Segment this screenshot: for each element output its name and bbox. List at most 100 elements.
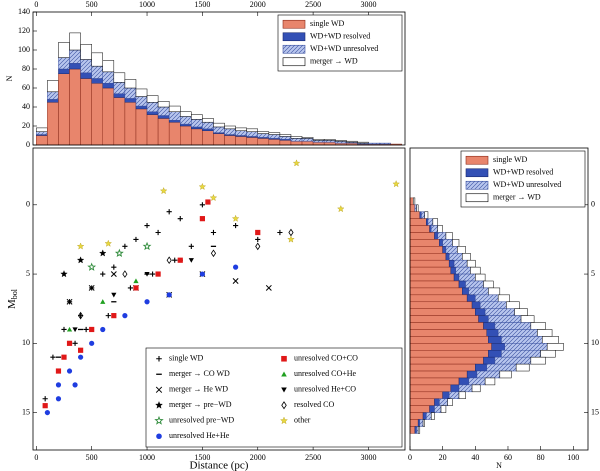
bar — [442, 391, 450, 399]
bar — [445, 253, 450, 261]
bar — [257, 133, 270, 138]
axes-frame — [32, 147, 406, 451]
bar — [335, 140, 347, 144]
point — [122, 313, 128, 319]
bar — [124, 87, 137, 99]
bar — [191, 128, 203, 146]
bar — [452, 239, 460, 247]
bar — [457, 246, 466, 254]
bar — [478, 315, 489, 323]
point — [72, 340, 78, 346]
bar — [135, 88, 148, 97]
legend-swatch — [282, 44, 306, 54]
x-tick-label: 60 — [504, 453, 512, 462]
point — [177, 257, 183, 263]
bar — [47, 91, 59, 100]
bar — [450, 384, 460, 393]
bar — [426, 412, 432, 420]
bar — [448, 391, 460, 399]
bar — [113, 72, 126, 83]
y-tick-label: 10 — [591, 338, 599, 347]
bar — [427, 218, 434, 226]
point — [127, 285, 134, 291]
bar — [290, 136, 303, 139]
y-tick-label: 40 — [22, 102, 30, 111]
point — [72, 382, 78, 388]
bar — [471, 301, 481, 309]
bar — [458, 377, 470, 386]
bar — [268, 139, 281, 146]
bar — [235, 130, 247, 136]
point — [172, 257, 178, 263]
bar — [483, 356, 496, 365]
y-axis-label: Mbol — [6, 288, 19, 309]
legend-label: WD+WD resolved — [310, 32, 370, 41]
legend-swatch — [465, 180, 489, 190]
point — [76, 256, 85, 264]
bar — [455, 266, 471, 275]
bar — [475, 363, 488, 372]
x-tick-label: 80 — [537, 453, 545, 462]
bar — [458, 384, 473, 393]
bar — [290, 140, 303, 146]
bar — [346, 140, 358, 143]
bar — [135, 96, 148, 107]
bar — [312, 139, 325, 141]
bar — [422, 412, 427, 420]
bar — [146, 95, 159, 103]
point — [166, 292, 172, 298]
point — [78, 354, 84, 360]
bar — [440, 405, 447, 413]
bar — [47, 99, 59, 103]
legend-marker — [281, 387, 287, 393]
bar — [409, 204, 416, 212]
bar — [246, 137, 259, 146]
bar — [409, 322, 484, 330]
bar — [448, 253, 463, 261]
bar — [409, 419, 419, 427]
bar — [437, 232, 447, 240]
point — [100, 326, 106, 333]
bar — [379, 142, 391, 145]
point — [159, 186, 168, 195]
bar — [202, 118, 214, 123]
bar — [486, 363, 517, 372]
bar — [530, 322, 546, 330]
bar — [450, 266, 456, 275]
y-tick-label: 10 — [22, 338, 30, 347]
bar — [488, 350, 502, 358]
bar — [257, 131, 270, 134]
bar — [453, 273, 460, 282]
bar — [445, 232, 453, 240]
legend-marker — [155, 401, 163, 409]
bar — [36, 127, 48, 132]
bar — [409, 350, 489, 358]
bar — [202, 121, 214, 130]
y-tick-label: 20 — [22, 121, 30, 130]
x-tick-label: 20 — [439, 453, 447, 462]
y-tick-label: 0 — [591, 200, 595, 209]
point — [76, 242, 85, 250]
bar — [368, 142, 380, 145]
bar — [537, 329, 553, 337]
bar — [47, 102, 59, 146]
x-tick-label: 2500 — [305, 453, 321, 462]
legend-label: resolved CO — [294, 400, 334, 409]
x-tick-label: 40 — [471, 453, 479, 462]
point — [232, 278, 239, 284]
point — [155, 271, 161, 277]
point — [88, 284, 95, 291]
legend-label: single WD — [169, 354, 204, 363]
bar — [409, 412, 424, 420]
point — [210, 249, 217, 258]
point — [255, 242, 261, 251]
bar — [546, 343, 564, 351]
bar — [409, 329, 488, 337]
legend-marker — [281, 355, 287, 362]
x-axis-label: N — [496, 461, 502, 470]
legend-label: unresolved CO+He — [294, 369, 357, 378]
bar — [146, 102, 159, 112]
bar — [36, 131, 48, 135]
legend-marker — [280, 416, 288, 425]
